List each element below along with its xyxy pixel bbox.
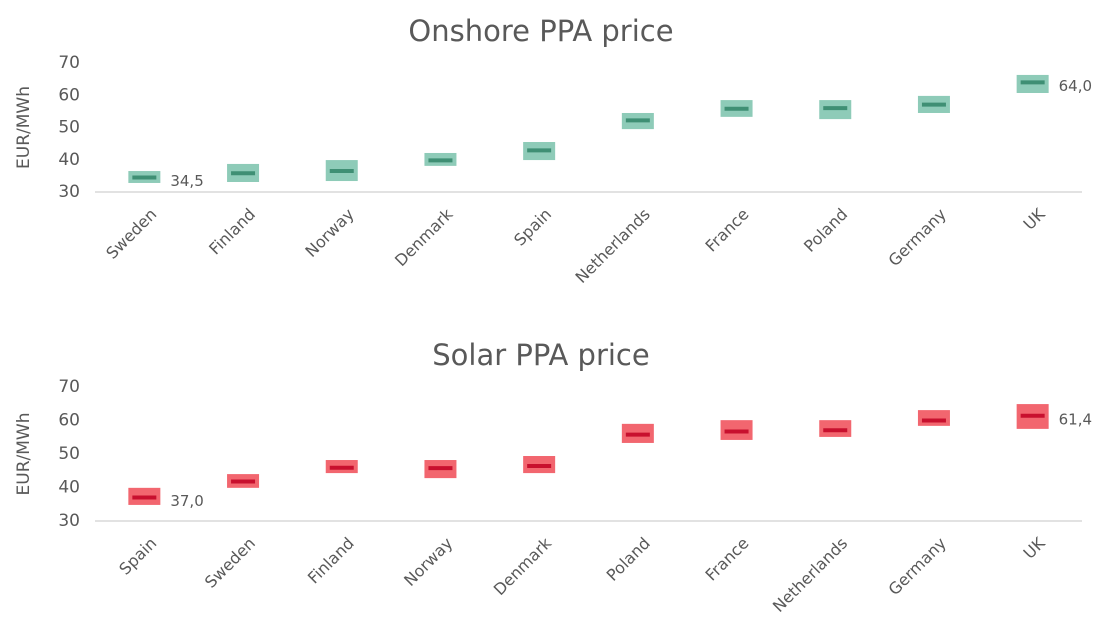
x-tick-label: Germany: [885, 205, 950, 270]
x-tick-label: Spain: [510, 205, 555, 250]
y-axis-label: EUR/MWh: [14, 86, 34, 169]
x-tick-label: Norway: [301, 205, 357, 261]
x-tick-label: Netherlands: [769, 534, 851, 616]
y-tick-label: 40: [58, 478, 80, 498]
y-tick-label: 50: [58, 118, 80, 138]
chart-title: Onshore PPA price: [408, 14, 673, 48]
x-tick-label: Germany: [885, 534, 950, 599]
y-tick-label: 50: [58, 444, 80, 464]
x-tick-label: Finland: [205, 205, 259, 259]
y-axis-label: EUR/MWh: [14, 413, 34, 496]
x-tick-label: UK: [1020, 204, 1049, 233]
y-tick-label: 70: [58, 53, 80, 73]
x-tick-label: Finland: [304, 534, 358, 588]
x-tick-label: Poland: [800, 205, 851, 256]
x-tick-label: Denmark: [391, 204, 457, 270]
x-tick-label: Norway: [400, 534, 456, 590]
chart-title: Solar PPA price: [432, 338, 649, 372]
x-tick-label: Denmark: [490, 533, 556, 599]
y-tick-label: 60: [58, 411, 80, 431]
x-tick-label: France: [702, 534, 753, 585]
value-label: 61,4: [1059, 410, 1092, 428]
x-tick-label: Poland: [603, 534, 654, 585]
value-label: 64,0: [1059, 77, 1092, 95]
value-label: 34,5: [170, 172, 203, 190]
x-tick-label: Spain: [115, 534, 160, 579]
range-box: [917, 410, 950, 426]
y-tick-label: 30: [58, 182, 80, 202]
x-tick-label: UK: [1020, 533, 1049, 562]
value-label: 37,0: [170, 492, 203, 510]
y-tick-label: 30: [58, 511, 80, 531]
x-tick-label: Sweden: [102, 205, 160, 263]
y-tick-label: 40: [58, 150, 80, 170]
x-tick-label: France: [702, 205, 753, 256]
y-tick-label: 60: [58, 85, 80, 105]
y-tick-label: 70: [58, 377, 80, 397]
x-tick-label: Sweden: [201, 534, 259, 592]
x-tick-label: Netherlands: [571, 205, 653, 287]
